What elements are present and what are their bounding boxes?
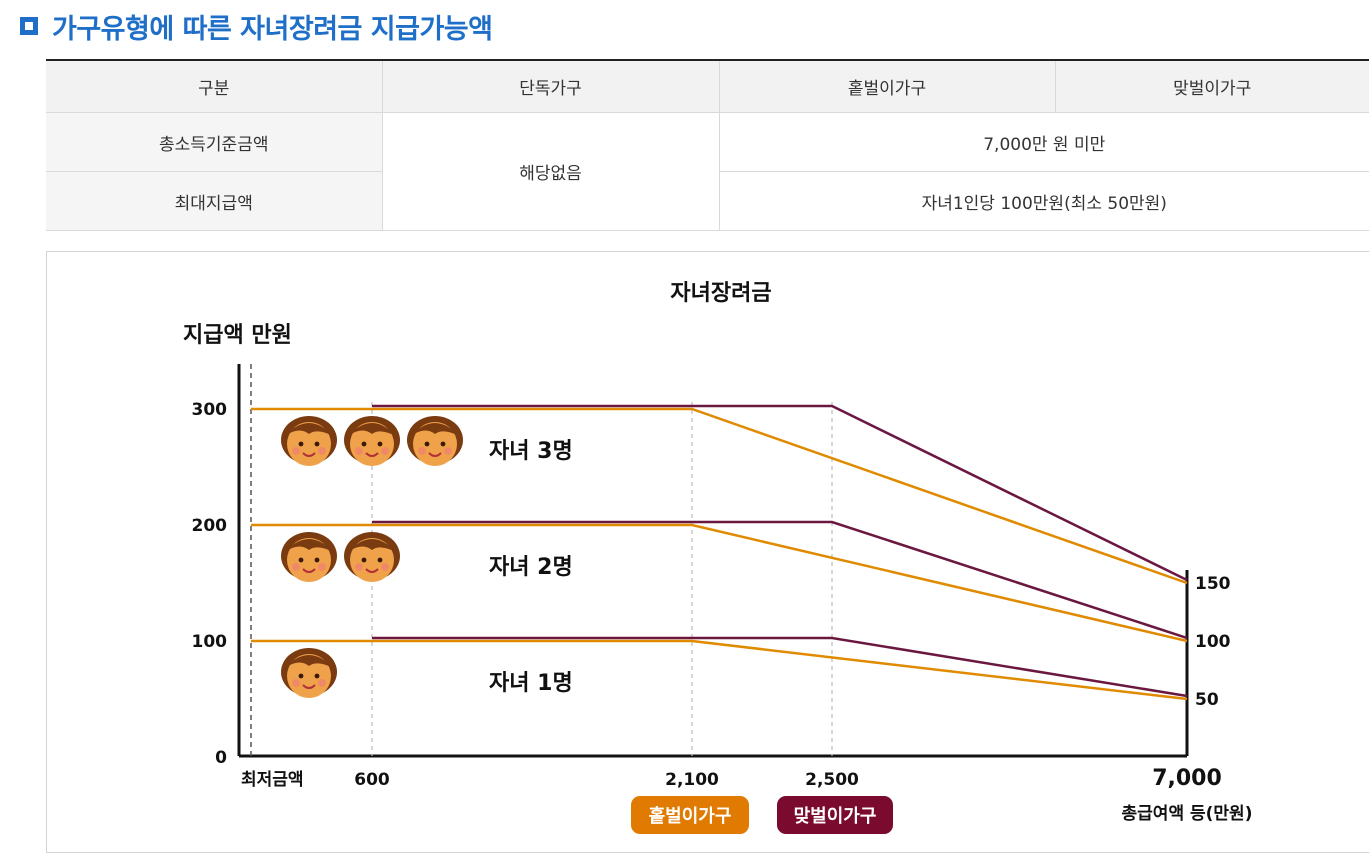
eye-shape [361,441,367,447]
y-tick-label: 100 [192,632,228,652]
child-face-icon [281,532,337,582]
header-dual-earner: 맞벌이가구 [1055,60,1369,113]
cheek-shape [355,563,363,571]
eye-shape [361,557,367,563]
series-group-label: 자녀 1명 [489,671,573,696]
eye-shape [298,557,304,563]
legend-label: 홑벌이가구 [649,805,732,827]
legend-swatch [777,796,893,834]
mouth-shape [365,568,379,573]
cheek-shape [292,679,300,687]
square-bullet-icon [20,17,38,35]
header-category: 구분 [46,60,383,113]
mouth-shape [302,452,316,457]
cheek-shape [292,563,300,571]
y-tick-label: 200 [192,516,228,536]
eye-shape [377,441,383,447]
eye-shape [298,441,304,447]
single-earner-line [251,639,1188,701]
y-right-tick-label: 150 [1195,574,1231,594]
child-face-icon [344,416,400,466]
mouth-shape [365,452,379,457]
face-shape [287,654,331,698]
cheek-shape [381,563,389,571]
cheek-shape [418,447,426,455]
face-shape [413,422,457,466]
y-right-tick-label: 50 [1195,690,1219,710]
cheek-shape [318,447,326,455]
series-group-label: 자녀 3명 [489,439,573,464]
legend-swatch [631,796,749,834]
single-earner-line [251,407,1188,585]
bangs-shape [411,423,459,436]
section-title: 가구유형에 따른 자녀장려금 지급가능액 [52,13,493,45]
income-criteria-value: 7,000만 원 미만 [719,112,1369,172]
series-group-label: 자녀 2명 [489,555,573,580]
mouth-shape [428,452,442,457]
child-face-icon [281,416,337,466]
face-shape [287,538,331,582]
dual-earner-line [372,636,1188,698]
chart-panel: 자녀장려금 지급액 만원 총급여액 등(만원) 최저금액 0 100 200 300 5… [46,251,1369,853]
bangs-shape [348,423,396,436]
x-min-label: 최저금액 [241,770,304,790]
eye-shape [314,557,320,563]
cheek-shape [355,447,363,455]
eye-shape [440,441,446,447]
eye-shape [314,441,320,447]
face-shape [350,538,394,582]
dual-earner-line [372,404,1188,582]
bangs-shape [285,539,333,552]
chart-title: 자녀장려금 [670,281,771,306]
cheek-shape [318,563,326,571]
section-heading: 가구유형에 따른 자녀장려금 지급가능액 [20,8,493,45]
cheek-shape [444,447,452,455]
single-earner-line [251,523,1188,643]
y-tick-label: 300 [192,400,228,420]
legend-label: 맞벌이가구 [794,806,877,827]
eye-shape [424,441,430,447]
face-shape [287,422,331,466]
child-face-icon [407,416,463,466]
table-row: 최대지급액 자녀1인당 100만원(최소 50만원) [46,171,1369,231]
y-right-tick-label: 100 [1195,632,1231,652]
mouth-shape [302,568,316,573]
table-row: 총소득기준금액 해당없음 7,000만 원 미만 [46,112,1369,231]
header-single: 단독가구 [382,60,720,113]
y-axis-label: 지급액 만원 [183,323,292,348]
mouth-shape [302,684,316,689]
table-header-row: 구분 단독가구 홑벌이가구 맞벌이가구 [46,60,1369,113]
x-tick-label: 2,100 [665,770,719,790]
cheek-shape [318,679,326,687]
cheek-shape [381,447,389,455]
x-tick-label: 7,000 [1152,766,1222,791]
cheek-shape [292,447,300,455]
eye-shape [298,673,304,679]
row-label-income: 총소득기준금액 [46,112,383,172]
bangs-shape [285,655,333,668]
eligibility-table: 구분 단독가구 홑벌이가구 맞벌이가구 총소득기준금액 해당없음 7,000만 … [46,59,1369,231]
eye-shape [377,557,383,563]
x-tick-label: 2,500 [805,770,859,790]
row-label-max: 최대지급액 [46,171,383,231]
x-tick-label: 600 [354,770,390,790]
bangs-shape [285,423,333,436]
max-payment-value: 자녀1인당 100만원(최소 50만원) [719,171,1369,231]
y-tick-label: 0 [215,748,227,768]
eye-shape [314,673,320,679]
single-household-value: 해당없음 [382,112,720,231]
bangs-shape [348,539,396,552]
x-axis-label: 총급여액 등(만원) [1122,804,1253,824]
face-shape [350,422,394,466]
child-allowance-chart: 자녀장려금 지급액 만원 총급여액 등(만원) 최저금액 0 100 200 300 5… [183,281,1253,834]
header-single-earner: 홑벌이가구 [719,60,1056,113]
dual-earner-line [372,520,1188,640]
child-face-icon [344,532,400,582]
child-face-icon [281,648,337,698]
